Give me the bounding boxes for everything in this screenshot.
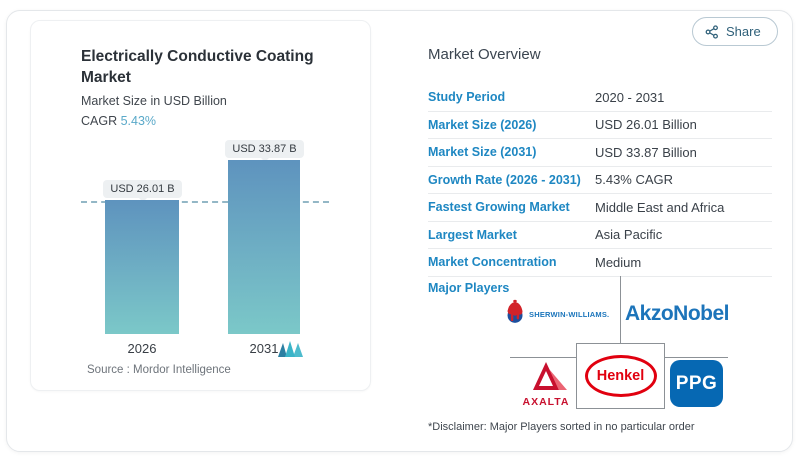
henkel-wordmark: Henkel — [596, 368, 645, 384]
row-label: Market Concentration — [428, 255, 557, 270]
sherwin-williams-icon — [505, 299, 525, 330]
akzonobel-logo: AkzoNobel — [625, 302, 730, 325]
chart-subtitle: Market Size in USD Billion — [81, 94, 227, 108]
ppg-logo: PPG — [670, 360, 723, 407]
henkel-oval-icon: Henkel — [584, 355, 657, 397]
axalta-wordmark: AXALTA — [522, 396, 570, 408]
row-value: USD 26.01 Billion — [595, 117, 697, 133]
row-value: Medium — [595, 254, 642, 270]
dashed-reference-line — [81, 201, 329, 203]
row-label: Largest Market — [428, 227, 517, 242]
cagr-label: CAGR — [81, 114, 121, 128]
row-label: Market Size (2026) — [428, 117, 537, 132]
logo-grid-vertical-divider — [620, 276, 621, 343]
mordor-intelligence-logo — [277, 341, 304, 363]
share-button-label: Share — [726, 24, 761, 39]
bar-2031 — [228, 160, 300, 334]
x-axis-label-2031: 2031 — [249, 341, 279, 356]
overview-table: Study Period 2020 - 2031 Market Size (20… — [428, 84, 772, 277]
table-row-market-size-2031: Market Size (2031) USD 33.87 Billion — [428, 139, 772, 167]
row-value: 5.43% CAGR — [595, 172, 674, 188]
row-label: Growth Rate (2026 - 2031) — [428, 172, 581, 187]
cagr-value: 5.43% — [120, 114, 157, 128]
chart-cagr: CAGR 5.43% — [81, 114, 156, 128]
share-button[interactable]: Share — [692, 17, 778, 46]
chart-title: Electrically Conductive Coating Market — [81, 48, 314, 86]
source-value: Mordor Intelligence — [133, 364, 231, 376]
row-label: Fastest Growing Market — [428, 200, 570, 215]
row-value: USD 33.87 Billion — [595, 144, 697, 160]
table-row-market-concentration: Market Concentration Medium — [428, 249, 772, 277]
overview-heading: Market Overview — [428, 46, 541, 63]
market-size-chart-card: Electrically Conductive Coating Market M… — [30, 20, 371, 391]
table-row-study-period: Study Period 2020 - 2031 — [428, 84, 772, 112]
major-players-label: Major Players — [428, 281, 510, 295]
table-row-largest-market: Largest Market Asia Pacific — [428, 222, 772, 249]
henkel-logo-box: Henkel — [576, 343, 665, 409]
table-row-market-size-2026: Market Size (2026) USD 26.01 Billion — [428, 112, 772, 139]
row-value: Middle East and Africa — [595, 199, 725, 215]
axalta-a-icon — [525, 362, 567, 394]
bar-2026 — [105, 200, 179, 334]
logo-grid-horizontal-divider-left — [510, 357, 576, 358]
sherwin-williams-logo: SHERWIN-WILLIAMS. — [505, 299, 617, 330]
bar-value-label-2031: USD 33.87 B — [225, 140, 304, 162]
table-row-growth-rate: Growth Rate (2026 - 2031) 5.43% CAGR — [428, 167, 772, 194]
table-row-fastest-growing-market: Fastest Growing Market Middle East and A… — [428, 194, 772, 222]
disclaimer-text: *Disclaimer: Major Players sorted in no … — [428, 421, 695, 433]
major-players-logos: SHERWIN-WILLIAMS. AkzoNobel Henkel AXALT… — [415, 272, 785, 417]
sherwin-williams-wordmark: SHERWIN-WILLIAMS. — [529, 310, 610, 319]
row-value: 2020 - 2031 — [595, 89, 665, 105]
share-icon — [705, 24, 719, 39]
row-label: Market Size (2031) — [428, 145, 537, 160]
axalta-logo: AXALTA — [518, 362, 574, 408]
source-attribution: Source : Mordor Intelligence — [87, 364, 231, 376]
source-label: Source : — [87, 364, 134, 376]
row-value: Asia Pacific — [595, 227, 663, 243]
bar-value-label-2026: USD 26.01 B — [103, 180, 182, 202]
x-axis-label-2026: 2026 — [127, 341, 157, 356]
row-label: Study Period — [428, 90, 506, 105]
logo-grid-horizontal-divider-right — [665, 357, 728, 358]
